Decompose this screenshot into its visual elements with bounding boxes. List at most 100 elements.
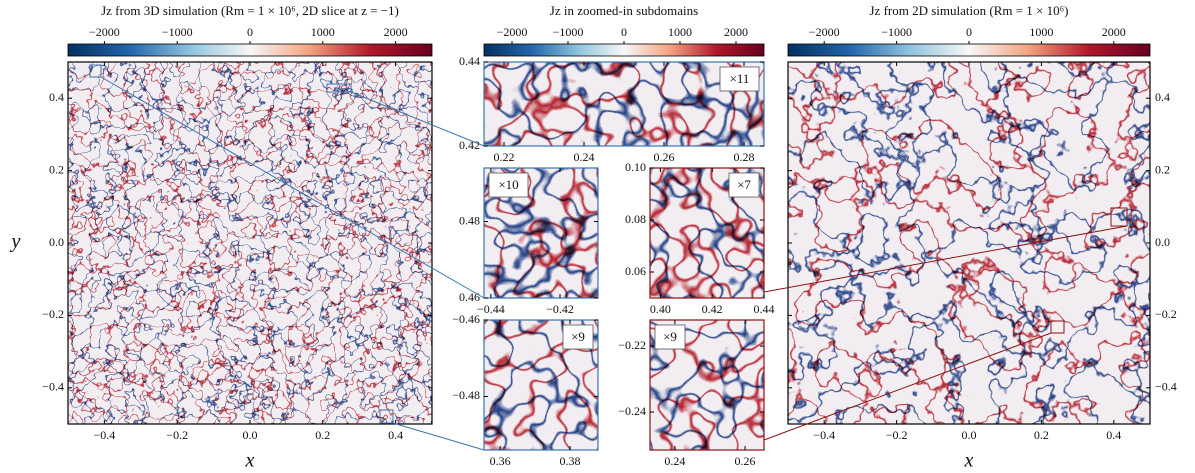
y-tick-label: 0.44 [459,54,480,68]
panel-title: Jz from 2D simulation (Rm = 1 × 10⁶) [869,3,1068,18]
x-tick-label: 0.0 [962,428,977,442]
y-tick-label: −0.48 [452,388,480,402]
heatmap-image [484,62,764,146]
x-tick-label: 0.0 [243,428,258,442]
zoom-factor: ×10 [498,177,518,192]
colorbar-tick-label: 2000 [384,25,408,39]
colorbar-tick-label: −1000 [553,25,584,39]
y-tick-label: −0.4 [42,380,64,394]
colorbar [787,43,1151,57]
x-tick-label: 0.26 [654,150,675,164]
x-tick-label: −0.44 [477,302,505,316]
colorbar-tick-label: 2000 [1102,25,1126,39]
y-tick-label: 0.10 [625,160,646,174]
zoom-factor: ×9 [571,329,585,344]
panel-frame [483,61,765,147]
y-tick-label: −0.4 [1155,380,1177,394]
y-tick-label: 0.46 [459,290,480,304]
x-tick-label: −0.4 [813,428,835,442]
heatmap-panel: 0.40 0.42 0.44 0.06 0.08 0.10 ×7 [625,160,775,316]
y-tick-label: −0.46 [452,312,480,326]
colorbar-tick-label: −2000 [89,25,120,39]
zoom-connector [763,332,1052,441]
panel-frame [649,167,765,299]
x-tick-label: −0.42 [546,302,574,316]
y-tick-label: 0.48 [459,213,480,227]
x-tick-label: −0.2 [886,428,908,442]
zoom-factor-box [562,324,594,350]
x-tick-label: 0.4 [1106,428,1121,442]
heatmap-panel: 0.24 0.26 −0.24 −0.22 ×9 [618,319,765,468]
heatmap-panel: −0.44 −0.42 0.46 0.48 ×10 [459,167,599,316]
x-tick-label: −0.2 [166,428,188,442]
zoom-indicators [89,64,1128,451]
y-tick-label: 0.42 [459,138,480,152]
x-tick-label: 0.2 [1034,428,1049,442]
x-tick-label: 0.26 [735,454,756,468]
x-tick-label: 0.36 [490,454,511,468]
y-tick-label: −0.22 [618,338,646,352]
panel-title: Jz from 3D simulation (Rm = 1 × 10⁶, 2D … [101,3,399,18]
colorbar-tick-label: 1000 [1029,25,1053,39]
y-tick-label: 0.4 [49,90,64,104]
colorbar-tick-label: −2000 [497,25,528,39]
colorbar-tick-label: 1000 [311,25,335,39]
y-tick-label: 0.0 [49,235,64,249]
zoom-connector [350,91,485,147]
zoom-factor-box [654,324,686,350]
panel-frame [483,319,599,451]
panels: −0.4 −0.2 0.0 0.2 0.4 −0.4 −0.2 0.0 0.2 0.4 x y −200… [10,3,1177,472]
heatmap-image [788,62,1150,424]
zoom-box [326,83,352,93]
colorbar-tick-label: 0 [966,25,972,39]
x-tick-label: 0.2 [315,428,330,442]
zoom-connector [100,76,485,299]
x-tick-label: 0.24 [574,150,595,164]
y-axis-label: y [10,231,21,253]
x-tick-label: 0.4 [388,428,403,442]
x-tick-label: 0.44 [754,302,775,316]
zoom-factor-box [488,172,529,198]
colorbar-tick-label: −1000 [162,25,193,39]
colorbar-tick-label: 0 [247,25,253,39]
zoom-factor: ×11 [730,71,750,86]
zoom-factor-box [719,66,760,92]
colorbar-tick-label: 0 [621,25,627,39]
panel-frame [483,167,599,299]
zoom-connector [763,225,1128,293]
y-tick-label: −0.2 [1155,307,1177,321]
x-tick-label: 0.28 [734,150,755,164]
zoom-factor: ×7 [737,177,751,192]
zoom-box [89,64,102,78]
x-axis-label: x [964,450,974,472]
panel-title: Jz in zoomed-in subdomains [550,3,698,18]
heatmap-panel: 0.22 0.24 0.26 0.28 0.42 0.44 −2000 −1000 0 1000 2… [459,3,765,164]
panel-frame [649,319,765,451]
x-tick-label: 0.22 [494,150,515,164]
x-tick-label: −0.4 [94,428,116,442]
y-tick-label: 0.2 [1155,162,1170,176]
colorbar-tick-label: 1000 [668,25,692,39]
y-tick-label: 0.4 [1155,90,1170,104]
x-tick-label: 0.38 [560,454,581,468]
heatmap-panel: −0.4 −0.2 0.0 0.2 0.4 −0.4 −0.2 0.0 0.2 0.4 x y −200… [10,3,433,472]
heatmap-panel: 0.36 0.38 −0.48 −0.46 ×9 [452,312,599,468]
y-tick-label: −0.2 [42,307,64,321]
x-tick-label: 0.40 [650,302,671,316]
zoom-connector [392,422,485,451]
zoom-factor-box [728,172,760,198]
x-tick-label: 0.24 [664,454,685,468]
x-tick-label: 0.42 [702,302,723,316]
zoom-factor: ×9 [663,329,677,344]
heatmap-panel: −0.4 −0.2 0.0 0.2 0.4 −0.4 −0.2 0.0 0.2 0.4 x −2000… [787,3,1177,472]
zoom-box [379,409,394,424]
colorbar-tick-label: −1000 [881,25,912,39]
y-tick-label: 0.08 [625,212,646,226]
colorbar [67,43,433,57]
colorbar-tick-label: 2000 [724,25,748,39]
y-tick-label: 0.2 [49,162,64,176]
y-tick-label: −0.24 [618,404,646,418]
x-axis-label: x [245,450,255,472]
zoom-box [1050,320,1065,334]
